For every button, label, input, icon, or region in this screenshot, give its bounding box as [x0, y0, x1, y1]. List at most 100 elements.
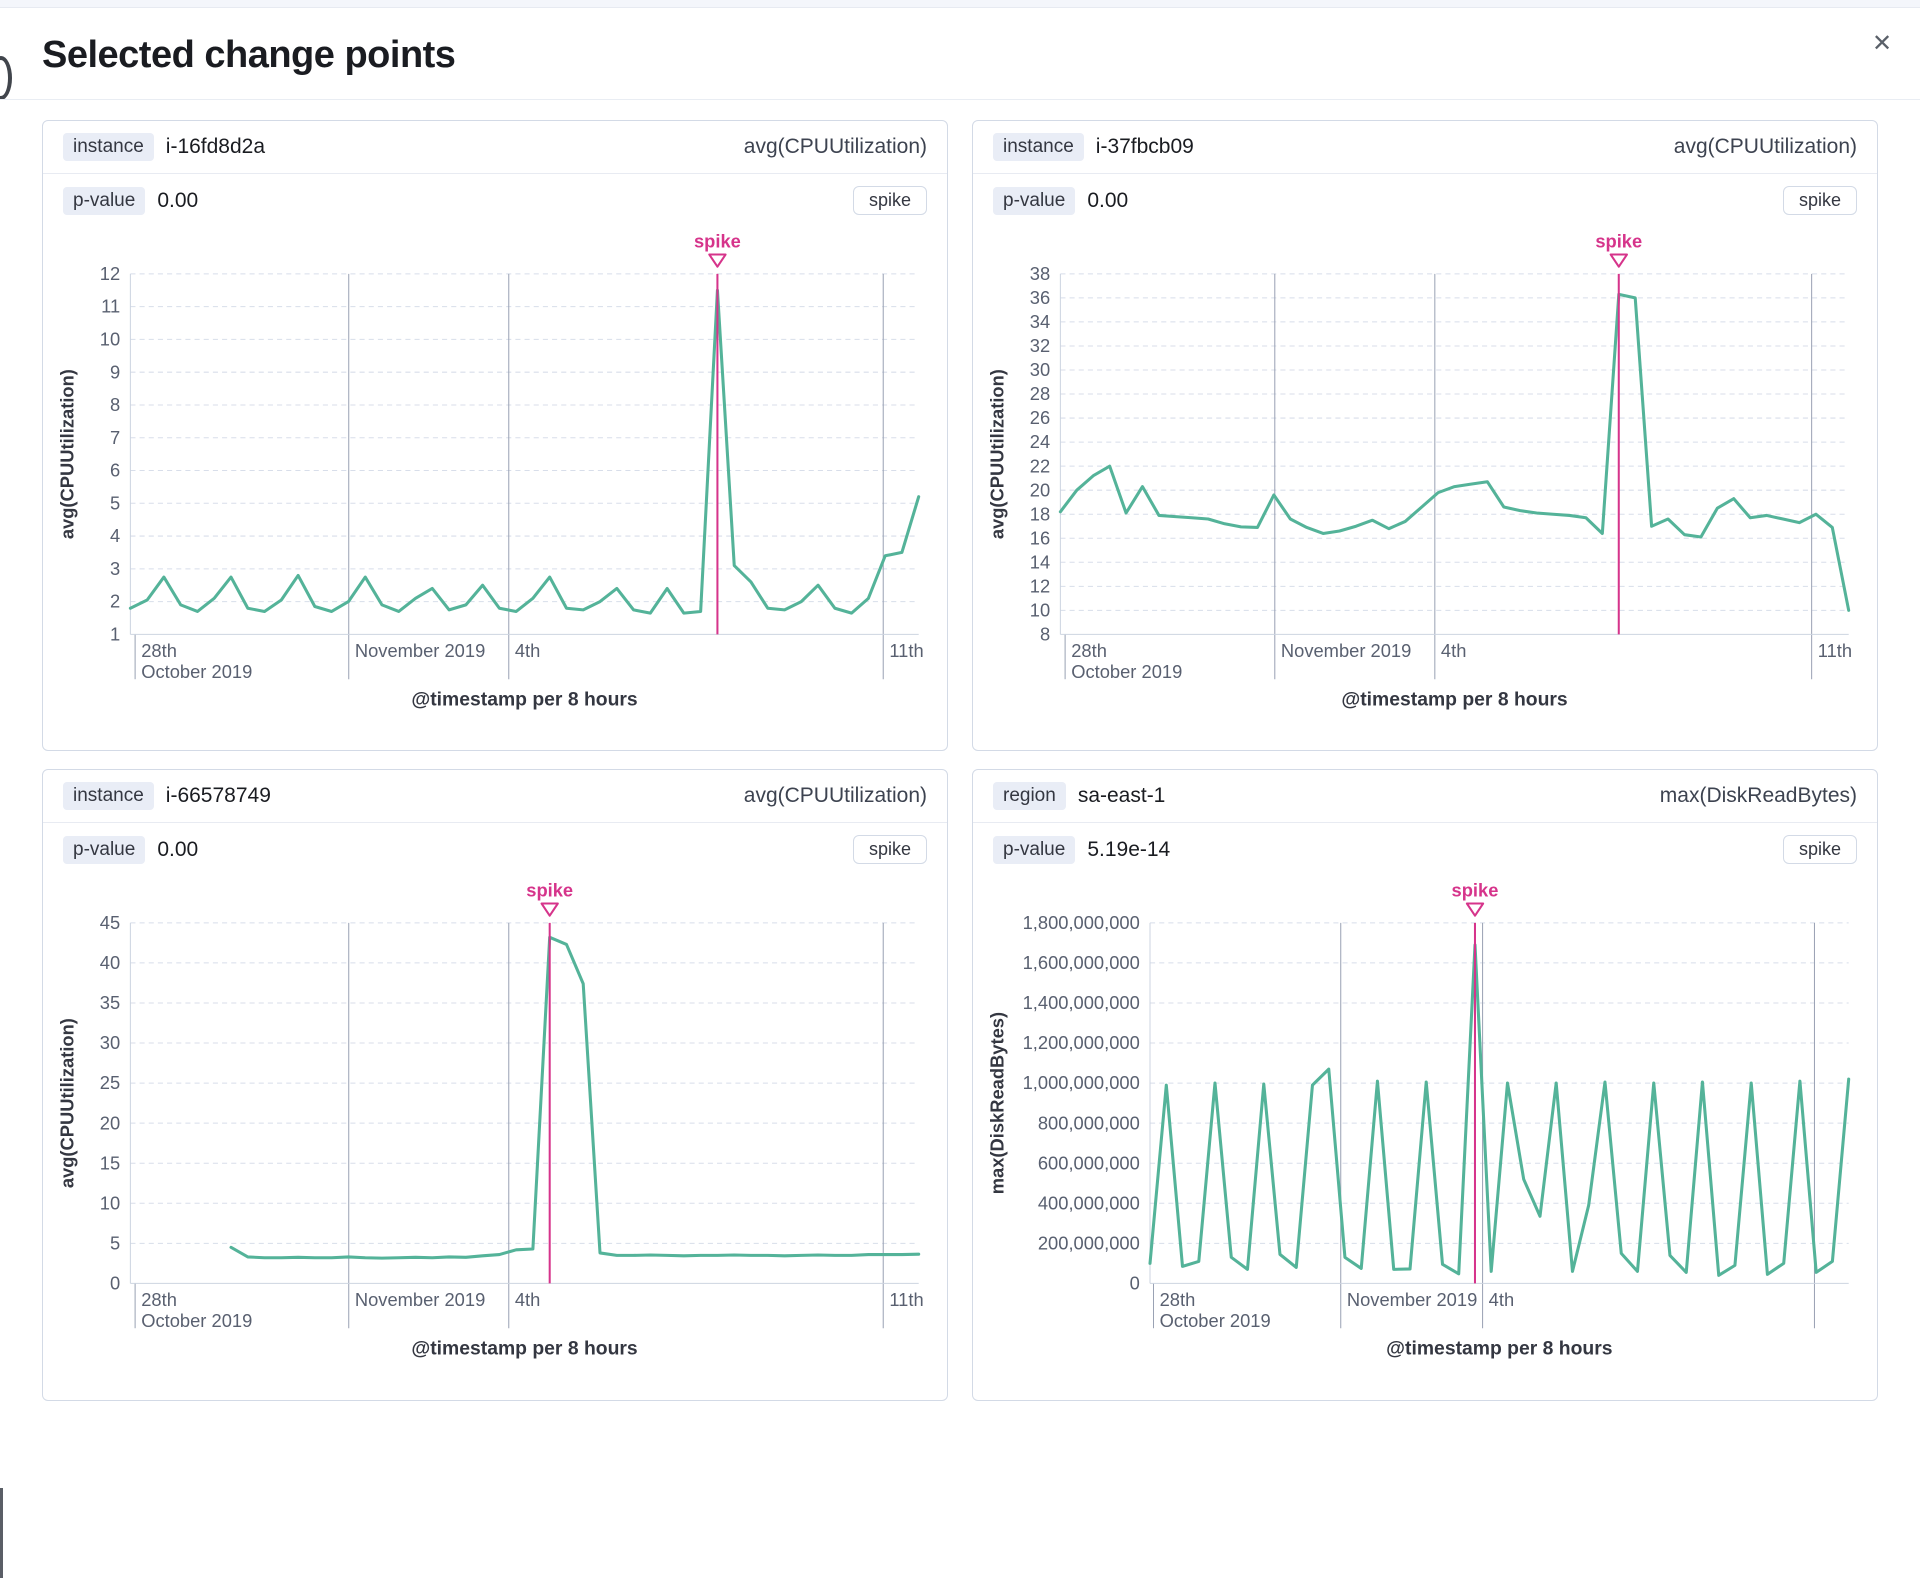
y-axis-title: avg(CPUUtilization)	[986, 369, 1007, 539]
metric-label: avg(CPUUtilization)	[1673, 135, 1857, 158]
spike-marker-icon	[1609, 253, 1628, 268]
x-axis-tick-label: 4th	[515, 640, 540, 661]
change-type-badge[interactable]: spike	[852, 186, 927, 215]
y-axis-tick-label: 20	[1030, 479, 1050, 500]
series-line	[1148, 943, 1851, 1278]
y-axis-tick-label: 600,000,000	[1038, 1153, 1140, 1174]
y-axis-tick-label: 800,000,000	[1038, 1113, 1140, 1134]
chart-area: 1,800,000,000 1,600,000,000 1,400,000,000 1…	[973, 868, 1877, 1399]
y-axis-tick-label: 15	[100, 1153, 120, 1174]
y-axis-tick-label: 16	[1030, 527, 1050, 548]
y-axis-tick-label: 11	[101, 296, 120, 317]
y-axis-title: avg(CPUUtilization)	[56, 1018, 77, 1188]
x-axis-tick-label: 28th	[1160, 1289, 1196, 1310]
p-value-row: p-value 0.00 spike	[43, 174, 947, 219]
metric-label: max(DiskReadBytes)	[1659, 784, 1857, 808]
y-axis-tick-label: 10	[100, 1193, 120, 1214]
spike-annotation-label: spike	[1452, 880, 1499, 901]
x-axis-tick-label: October 2019	[141, 1310, 252, 1331]
y-axis-tick-label: 9	[110, 361, 120, 382]
p-value-badge: p-value	[993, 835, 1076, 864]
x-axis-tick-label: 4th	[1441, 640, 1466, 661]
change-point-chart[interactable]: 1,800,000,000 1,600,000,000 1,400,000,000 1…	[985, 876, 1865, 1385]
x-axis-title: @timestamp per 8 hours	[1386, 1338, 1612, 1360]
y-axis-tick-label: 10	[1030, 599, 1050, 620]
card-header: instance i-37fbcb09 avg(CPUUtilization)	[973, 121, 1877, 174]
split-field-value: i-37fbcb09	[1095, 135, 1194, 158]
x-axis-title: @timestamp per 8 hours	[1341, 689, 1567, 711]
split-field-value: i-16fd8d2a	[165, 135, 266, 158]
y-axis-tick-label: 36	[1030, 287, 1050, 308]
p-value: 0.00	[1087, 188, 1129, 212]
spike-marker-icon	[708, 253, 727, 268]
y-axis-tick-label: 6	[110, 460, 120, 481]
change-point-chart[interactable]: 38 36 34 32 30 28 26 24 22 20 18 16 14 12 10 8 28thOctob…	[985, 227, 1865, 736]
y-axis-tick-label: 3	[110, 558, 120, 579]
x-axis-tick-label: November 2019	[1347, 1289, 1477, 1310]
p-value-row: p-value 0.00 spike	[973, 174, 1877, 219]
y-axis-tick-label: 4	[110, 525, 120, 546]
x-axis-tick-label: November 2019	[355, 1289, 485, 1310]
chart-area: 45 40 35 30 25 20 15 10 5 0 28th October 2019 Novemb…	[43, 868, 947, 1399]
y-axis-tick-label: 200,000,000	[1038, 1233, 1140, 1254]
change-point-card: region sa-east-1 max(DiskReadBytes) p-va…	[972, 769, 1878, 1401]
split-field-value: i-66578749	[165, 784, 271, 808]
x-axis-tick-label: October 2019	[1071, 661, 1182, 682]
x-axis-tick-label: 4th	[1489, 1289, 1514, 1310]
y-axis-tick-label: 30	[1030, 359, 1050, 380]
y-axis-tick-label: 1	[110, 624, 120, 645]
p-value-badge: p-value	[63, 186, 146, 215]
spike-annotation-label: spike	[1595, 230, 1642, 251]
background-top-strip	[0, 0, 1920, 8]
spike-annotation-label: spike	[694, 230, 741, 251]
split-field-badge: region	[993, 782, 1066, 811]
p-value-row: p-value 0.00 spike	[43, 823, 947, 868]
x-axis-tick-label: 11th	[1818, 640, 1852, 661]
p-value-badge: p-value	[993, 186, 1076, 215]
y-axis-tick-label: 8	[1040, 624, 1050, 645]
modal-title: Selected change points	[42, 34, 456, 76]
change-type-badge[interactable]: spike	[1782, 835, 1857, 865]
spike-marker-icon	[540, 902, 559, 917]
split-field-badge: instance	[63, 133, 154, 161]
y-axis-tick-label: 5	[110, 492, 120, 513]
y-axis-tick-label: 32	[1030, 335, 1050, 356]
x-axis-tick-label: November 2019	[355, 640, 485, 661]
x-axis-title: @timestamp per 8 hours	[411, 1338, 637, 1360]
change-type-badge[interactable]: spike	[1782, 186, 1857, 215]
y-axis-tick-label: 35	[100, 992, 120, 1013]
close-icon: ✕	[1871, 30, 1893, 57]
x-axis-tick-label: November 2019	[1281, 640, 1411, 661]
x-axis-tick-label: 11th	[889, 1289, 923, 1310]
x-axis-tick-label: 11th	[889, 640, 923, 661]
y-axis-tick-label: 2	[110, 591, 120, 612]
split-field-badge: instance	[63, 782, 154, 811]
split-field-value: sa-east-1	[1077, 784, 1166, 808]
p-value: 0.00	[157, 837, 199, 861]
y-axis-title: avg(CPUUtilization)	[56, 369, 77, 539]
x-axis-tick-label: 28th	[1071, 640, 1107, 661]
spike-annotation-label: spike	[526, 880, 573, 901]
y-axis-tick-label: 400,000,000	[1038, 1193, 1140, 1214]
y-axis-tick-label: 14	[1030, 551, 1050, 572]
y-axis-tick-label: 24	[1030, 431, 1050, 452]
modal-header: Selected change points ✕	[0, 8, 1920, 100]
series-line	[229, 936, 921, 1260]
x-axis-title: @timestamp per 8 hours	[411, 689, 637, 711]
metric-label: avg(CPUUtilization)	[743, 135, 927, 158]
chart-area: 12 11 10 9 8 7 6 5 4 3 2 1 28th October 2019 November …	[43, 219, 947, 750]
change-point-cards: instance i-16fd8d2a avg(CPUUtilization) …	[0, 100, 1920, 1441]
series-line	[128, 288, 921, 615]
y-axis-tick-label: 28	[1030, 383, 1050, 404]
modal: Selected change points ✕ instance i-16fd…	[0, 8, 1920, 1441]
y-axis-tick-label: 45	[100, 912, 120, 933]
series-line	[1058, 292, 1851, 612]
p-value-badge: p-value	[63, 835, 146, 864]
change-point-card: instance i-16fd8d2a avg(CPUUtilization) …	[42, 120, 948, 752]
metric-label: avg(CPUUtilization)	[743, 784, 927, 808]
close-button[interactable]: ✕	[1862, 24, 1902, 64]
y-axis-tick-label: 8	[110, 394, 120, 415]
change-type-badge[interactable]: spike	[852, 835, 927, 865]
